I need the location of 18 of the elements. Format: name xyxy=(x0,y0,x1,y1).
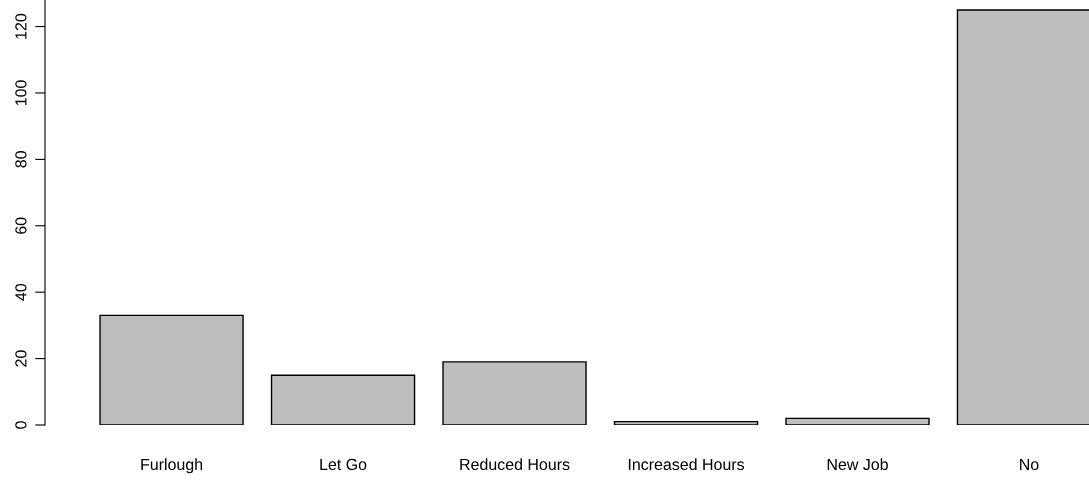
bar xyxy=(613,420,759,425)
x-tick-label: New Job xyxy=(827,458,888,471)
x-tick-label: No xyxy=(1020,458,1039,471)
x-tick-label: Increased Hours xyxy=(628,458,745,471)
y-tick-label: 40 xyxy=(15,283,27,301)
y-tick-label: 120 xyxy=(15,13,27,39)
x-tick-label: Let Go xyxy=(320,458,367,471)
bar xyxy=(99,314,244,425)
x-tick-label: Reduced Hours xyxy=(460,458,570,471)
y-tick-label: 80 xyxy=(15,151,27,168)
bar xyxy=(442,361,587,425)
x-tick-label: Furlough xyxy=(141,458,203,474)
y-tick-label: 20 xyxy=(15,350,27,367)
y-tick-label: 0 xyxy=(15,421,27,429)
y-tick-label: 60 xyxy=(15,217,27,234)
y-tick-label: 100 xyxy=(15,80,27,106)
bar xyxy=(785,417,930,425)
bar xyxy=(270,374,416,425)
